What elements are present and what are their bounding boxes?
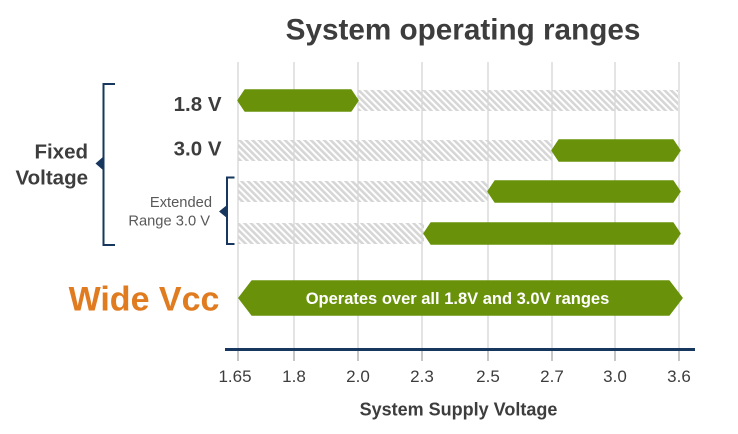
svg-text:Operates over all 1.8V and 3.0: Operates over all 1.8V and 3.0V ranges	[306, 290, 610, 308]
svg-text:1.65: 1.65	[218, 367, 251, 386]
svg-text:Extended: Extended	[150, 195, 212, 211]
svg-text:Wide Vcc: Wide Vcc	[69, 281, 220, 319]
svg-text:3.0 V: 3.0 V	[174, 138, 222, 161]
svg-text:2.3: 2.3	[410, 367, 434, 386]
svg-text:3.6: 3.6	[667, 367, 691, 386]
svg-text:2.5: 2.5	[476, 367, 500, 386]
svg-text:Fixed: Fixed	[34, 141, 88, 164]
svg-text:1.8: 1.8	[282, 367, 306, 386]
svg-text:1.8 V: 1.8 V	[174, 93, 222, 116]
svg-text:System operating ranges: System operating ranges	[286, 13, 641, 46]
svg-text:3.0: 3.0	[603, 367, 627, 386]
svg-text:System Supply Voltage: System Supply Voltage	[360, 400, 558, 420]
svg-text:2.0: 2.0	[346, 367, 370, 386]
svg-text:2.7: 2.7	[540, 367, 564, 386]
svg-text:Range 3.0 V: Range 3.0 V	[128, 214, 210, 230]
svg-text:Voltage: Voltage	[15, 167, 88, 190]
